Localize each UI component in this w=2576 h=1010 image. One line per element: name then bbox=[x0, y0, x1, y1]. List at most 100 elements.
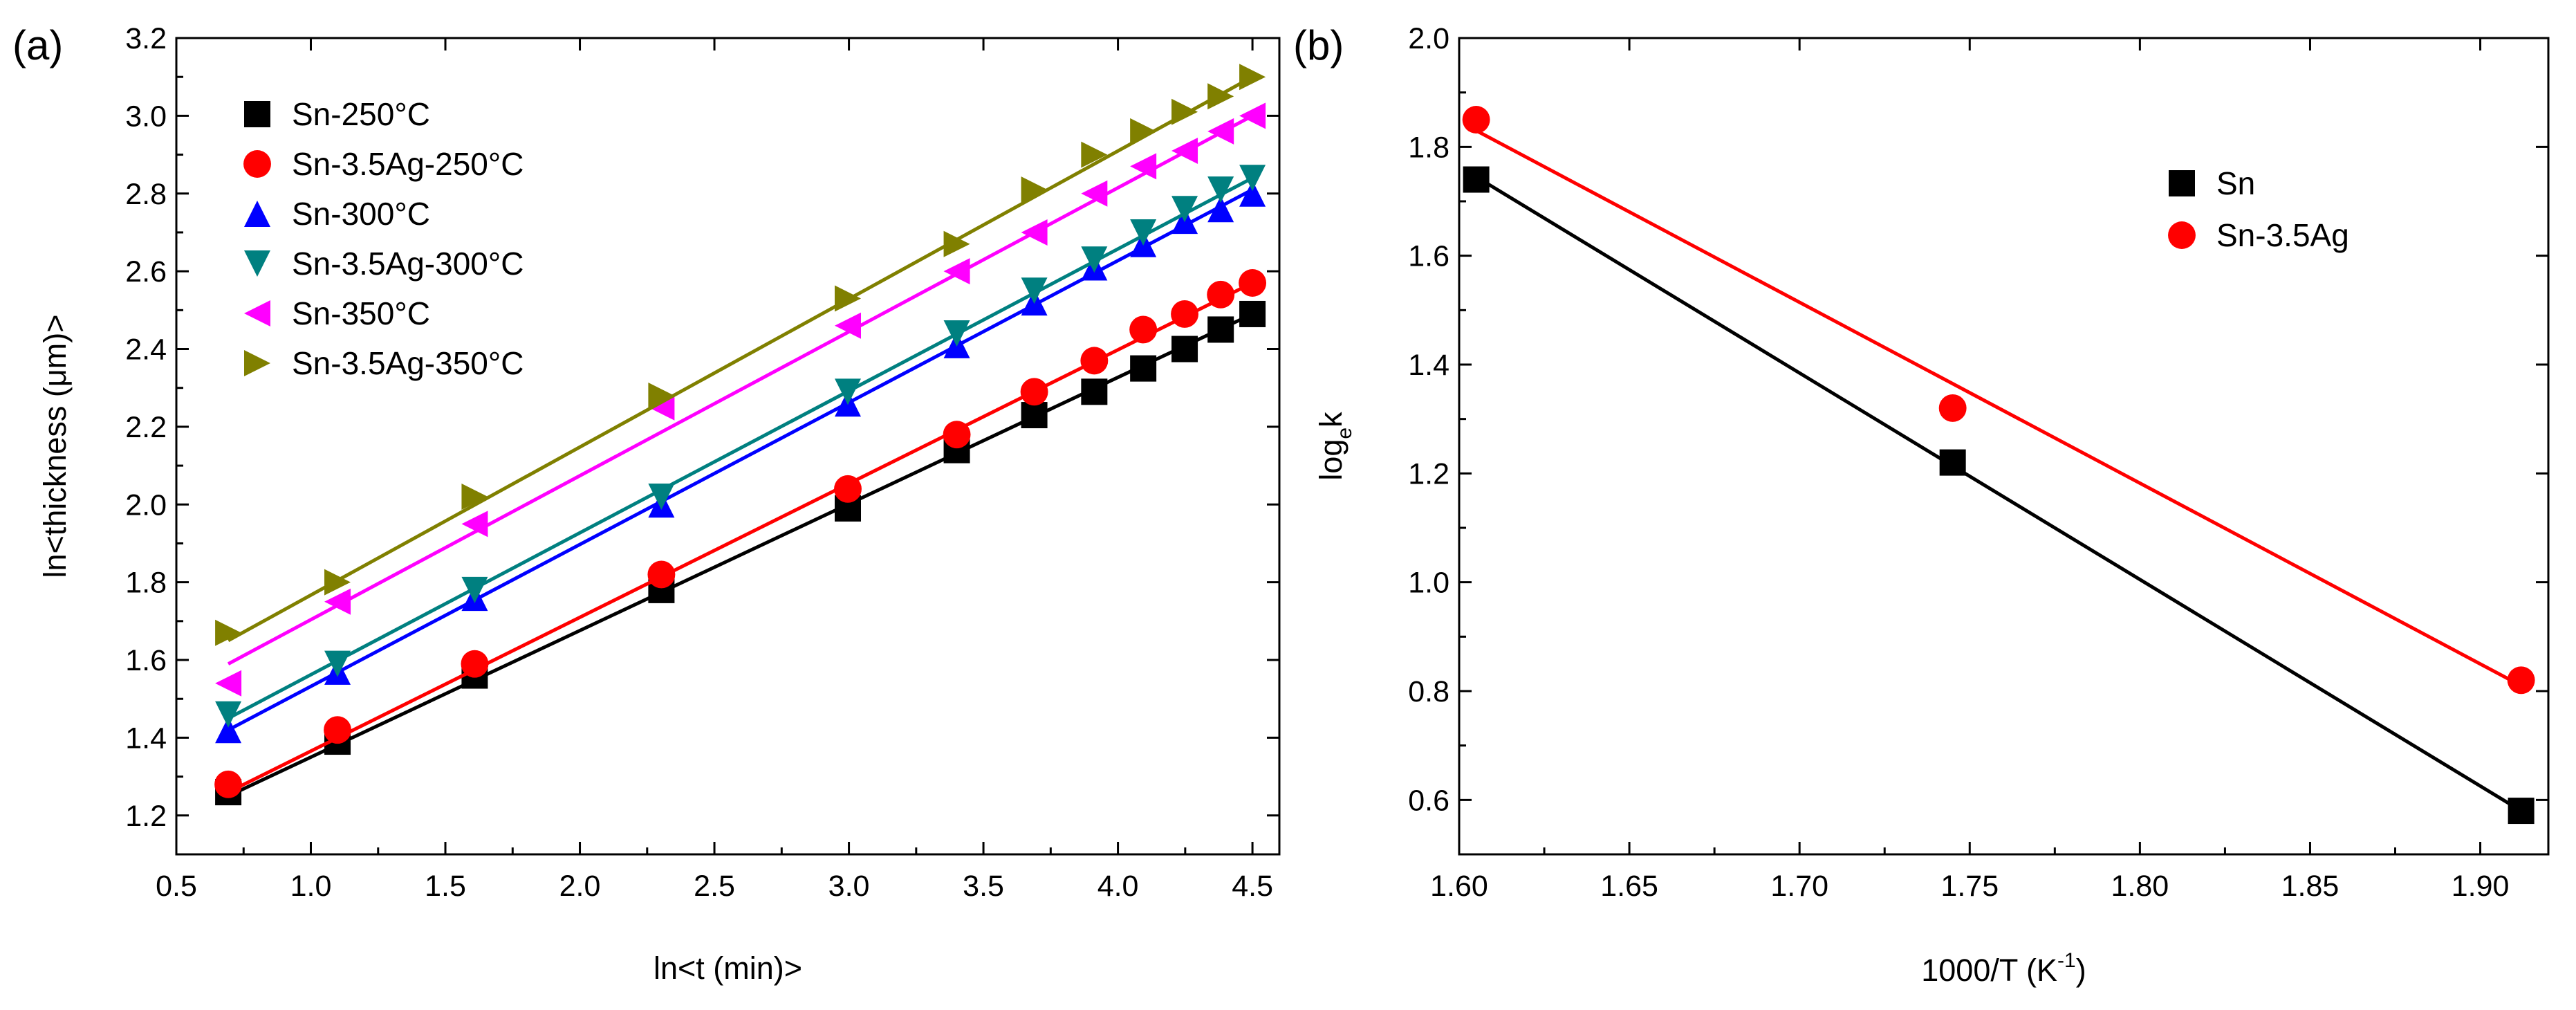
data-point bbox=[1239, 300, 1266, 327]
plot-frame bbox=[1458, 37, 2550, 856]
data-point bbox=[214, 770, 243, 798]
x-tick-label: 1.75 bbox=[1940, 870, 1999, 903]
panel-b-chart: 1.60 1.65 1.70 1.75 1.80 1.85 1.90 0.6 0.8 1.0 1.2… bbox=[1293, 22, 2550, 988]
data-point bbox=[324, 650, 351, 677]
data-point bbox=[943, 320, 970, 347]
legend-marker bbox=[244, 350, 270, 376]
x-tick-label: 3.5 bbox=[963, 870, 1004, 903]
x-axis-title-end: ) bbox=[2076, 953, 2086, 988]
data-point bbox=[648, 382, 675, 409]
data-point bbox=[1207, 118, 1234, 145]
x-axis-title-main: 1000/T (K bbox=[1921, 953, 2057, 988]
data-point bbox=[2508, 798, 2535, 825]
y-tick-label: 0.8 bbox=[1408, 675, 1449, 708]
data-point bbox=[1020, 378, 1048, 406]
data-point bbox=[461, 484, 488, 511]
y-tick-label: 1.6 bbox=[125, 644, 167, 677]
y-axis-title-sub: e bbox=[1333, 428, 1356, 439]
y-tick-label: 3.2 bbox=[125, 22, 167, 55]
x-axis-title-sup: -1 bbox=[2057, 949, 2076, 972]
data-point bbox=[215, 701, 242, 728]
y-tick-label: 2.0 bbox=[1408, 22, 1449, 55]
data-point bbox=[1207, 196, 1234, 223]
x-tick-label: 1.65 bbox=[1600, 870, 1658, 903]
data-point bbox=[1021, 402, 1048, 429]
data-point bbox=[1938, 394, 1967, 422]
y-tick-label: 1.2 bbox=[1408, 457, 1449, 490]
plot-frame bbox=[175, 37, 1281, 856]
data-point bbox=[943, 230, 970, 257]
series-sn-3-5ag-250-c bbox=[214, 269, 1267, 798]
data-point bbox=[1081, 141, 1108, 168]
legend: Sn Sn-3.5Ag bbox=[2168, 165, 2349, 253]
fit-line bbox=[227, 176, 1254, 720]
data-point bbox=[1130, 219, 1157, 246]
y-tick-label: 2.6 bbox=[125, 255, 167, 288]
data-point bbox=[215, 670, 242, 697]
legend-marker bbox=[243, 150, 271, 178]
series-sn-250-c bbox=[215, 300, 1266, 806]
data-point bbox=[943, 421, 971, 449]
fit-line bbox=[1475, 129, 2522, 688]
data-point bbox=[1130, 118, 1157, 145]
legend-marker bbox=[244, 300, 270, 327]
y-tick-label: 0.6 bbox=[1408, 784, 1449, 817]
y-tick-label: 1.8 bbox=[1408, 131, 1449, 164]
y-tick-label: 1.0 bbox=[1408, 567, 1449, 600]
legend-label: Sn-350°C bbox=[292, 295, 430, 331]
x-tick-label: 4.5 bbox=[1232, 870, 1273, 903]
data-point bbox=[1239, 269, 1267, 297]
data-point bbox=[1021, 219, 1048, 246]
y-tick-label: 2.4 bbox=[125, 333, 167, 367]
legend-marker bbox=[244, 201, 270, 227]
series-sn-3-5ag bbox=[1462, 106, 2535, 695]
data-point bbox=[1171, 98, 1198, 125]
data-point bbox=[1081, 180, 1108, 207]
legend-label: Sn-3.5Ag-300°C bbox=[292, 246, 523, 282]
legend-label: Sn-3.5Ag bbox=[2216, 217, 2349, 253]
fit-line bbox=[1475, 175, 2522, 813]
x-tick-label: 1.90 bbox=[2452, 870, 2510, 903]
x-tick-label: 1.60 bbox=[1430, 870, 1488, 903]
fit-line bbox=[227, 114, 1254, 665]
legend-marker bbox=[244, 101, 270, 127]
data-point bbox=[324, 716, 351, 744]
series-sn-3-5ag-350-c bbox=[215, 64, 1266, 646]
data-point bbox=[2507, 666, 2535, 695]
data-point bbox=[1462, 106, 1490, 134]
x-tick-label: 0.5 bbox=[156, 870, 197, 903]
legend-label: Sn-250°C bbox=[292, 96, 430, 132]
data-point bbox=[647, 560, 676, 589]
x-tick-label: 1.70 bbox=[1770, 870, 1828, 903]
data-point bbox=[215, 717, 242, 744]
x-tick-label: 4.0 bbox=[1097, 870, 1139, 903]
legend-marker bbox=[2169, 170, 2195, 196]
data-point bbox=[1207, 83, 1234, 110]
x-tick-label: 3.0 bbox=[828, 870, 870, 903]
x-tick-label: 1.5 bbox=[425, 870, 466, 903]
x-axis-title: ln<t (min)> bbox=[654, 951, 802, 986]
data-point bbox=[648, 394, 675, 421]
data-point bbox=[1207, 316, 1234, 343]
legend-label: Sn-3.5Ag-250°C bbox=[292, 146, 523, 182]
data-point bbox=[1207, 280, 1235, 309]
data-point bbox=[1021, 277, 1048, 304]
legend-marker bbox=[244, 250, 270, 277]
data-point bbox=[1081, 246, 1108, 273]
data-point bbox=[324, 569, 351, 596]
data-point bbox=[943, 258, 970, 285]
data-point bbox=[834, 475, 862, 503]
data-point bbox=[1239, 64, 1266, 91]
data-point bbox=[324, 588, 351, 615]
panel-label: (b) bbox=[1293, 22, 1344, 68]
legend-marker bbox=[2168, 221, 2196, 249]
y-axis-title-end: k bbox=[1313, 412, 1349, 428]
data-point bbox=[835, 378, 862, 405]
panel-label: (a) bbox=[12, 22, 63, 68]
series-sn-3-5ag-300-c bbox=[215, 165, 1266, 728]
fit-line bbox=[227, 281, 1254, 794]
data-point bbox=[1171, 336, 1198, 362]
y-tick-label: 2.8 bbox=[125, 178, 167, 211]
data-point bbox=[1130, 153, 1157, 180]
